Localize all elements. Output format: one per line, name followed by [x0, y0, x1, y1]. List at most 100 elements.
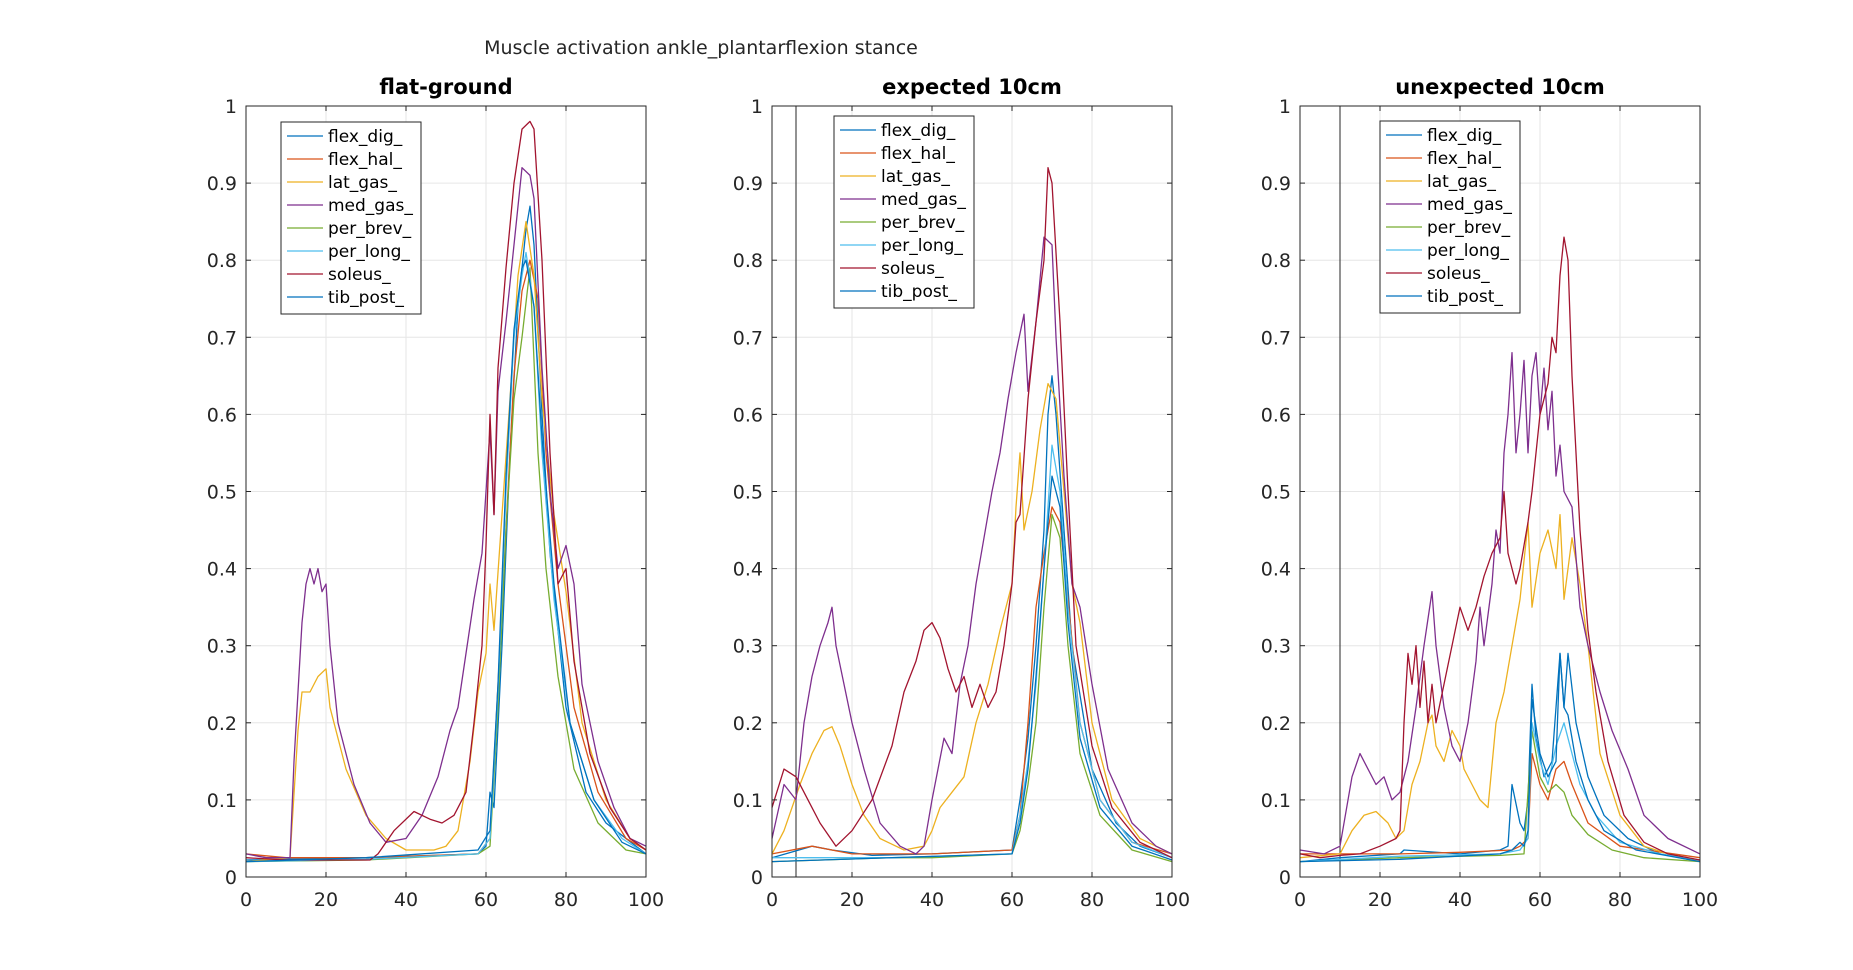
y-tick-label: 0.7 [733, 327, 763, 349]
x-tick-label: 100 [1154, 889, 1190, 911]
legend-label: per_long_ [881, 236, 963, 256]
x-tick-label: 0 [1294, 889, 1306, 911]
x-tick-label: 20 [840, 889, 864, 911]
y-tick-label: 0.6 [733, 404, 763, 426]
legend-label: tib_post_ [881, 282, 957, 302]
y-tick-label: 0.4 [1261, 559, 1291, 581]
legend-label: soleus_ [328, 265, 391, 285]
figure-title: Muscle activation ankle_plantarflexion s… [484, 37, 918, 59]
x-tick-label: 80 [1080, 889, 1104, 911]
series-line-per-brev [771, 513, 1173, 863]
legend: flex_dig_ flex_hal_ lat_gas_ med_gas_ per_br… [833, 115, 975, 309]
legend-label: per_long_ [1427, 241, 1509, 261]
legend-label: lat_gas_ [1427, 172, 1496, 192]
y-tick-label: 0.8 [733, 250, 763, 272]
series-line-soleus [245, 120, 647, 861]
legend-label: tib_post_ [328, 288, 404, 308]
legend-label: lat_gas_ [881, 167, 950, 187]
y-tick-label: 0.6 [1261, 404, 1291, 426]
series-line-tib-post [1299, 652, 1701, 863]
axes-unexpected-10cm: 0 20 40 60 80 100 0 0.1 0.2 0.3 0.4 0.5 0.6 0.7 0.8 0.9… [1261, 75, 1718, 911]
series-line-med-gas [245, 167, 647, 859]
y-tick-label: 0.8 [1261, 250, 1291, 272]
y-tick-label: 0.7 [207, 327, 237, 349]
y-tick-label: 0.1 [733, 790, 763, 812]
series-line-flex-hal [1300, 752, 1701, 859]
series-line-per-long [1299, 722, 1701, 863]
y-tick-label: 0.5 [207, 482, 237, 504]
y-tick-label: 0.9 [207, 173, 237, 195]
legend-label: med_gas_ [881, 190, 966, 210]
y-tick-label: 0.4 [207, 559, 237, 581]
y-tick-label: 0.6 [207, 404, 237, 426]
x-tick-label: 0 [766, 889, 778, 911]
axes-title: unexpected 10cm [1395, 75, 1605, 99]
x-tick-label: 100 [1682, 889, 1718, 911]
y-tick-label: 1 [1279, 96, 1291, 118]
y-tick-label: 0.3 [207, 636, 237, 658]
series-line-per-brev [1299, 729, 1701, 863]
x-tick-label: 40 [920, 889, 944, 911]
x-tick-label: 100 [628, 889, 664, 911]
y-tick-label: 0.2 [1261, 713, 1291, 735]
series-line-flex-hal [245, 259, 647, 859]
y-tick-label: 0.1 [1261, 790, 1291, 812]
axes-flat-ground: 0 20 40 60 80 100 0 0.1 0.2 0.3 0.4 0.5 0.6 0.7 0.8 0.9… [207, 75, 664, 911]
legend-label: per_long_ [328, 242, 410, 262]
legend-label: flex_dig_ [1427, 126, 1502, 146]
series-line-tib-post [771, 475, 1173, 863]
y-tick-label: 0.2 [733, 713, 763, 735]
legend-label: flex_hal_ [328, 150, 402, 170]
y-tick-label: 0.1 [207, 790, 237, 812]
y-tick-label: 0.9 [1261, 173, 1291, 195]
series-line-soleus [1299, 236, 1701, 861]
legend-box [280, 121, 422, 315]
legend-label: med_gas_ [328, 196, 413, 216]
axes-title: expected 10cm [882, 75, 1062, 99]
y-tick-label: 0 [225, 867, 237, 889]
x-tick-label: 0 [240, 889, 252, 911]
x-tick-label: 80 [554, 889, 578, 911]
y-tick-label: 0 [751, 867, 763, 889]
series-line-per-brev [245, 267, 647, 863]
legend-label: soleus_ [1427, 264, 1490, 284]
legend-label: flex_hal_ [1427, 149, 1501, 169]
x-tick-label: 60 [474, 889, 498, 911]
y-tick-label: 1 [225, 96, 237, 118]
y-tick-label: 0.4 [733, 559, 763, 581]
legend-label: flex_dig_ [328, 127, 403, 147]
y-tick-label: 0 [1279, 867, 1291, 889]
x-tick-label: 60 [1000, 889, 1024, 911]
y-tick-label: 1 [751, 96, 763, 118]
x-tick-label: 20 [314, 889, 338, 911]
legend-label: soleus_ [881, 259, 944, 279]
legend-label: per_brev_ [881, 213, 965, 233]
x-tick-label: 60 [1528, 889, 1552, 911]
legend: flex_dig_ flex_hal_ lat_gas_ med_gas_ per_br… [1379, 120, 1521, 314]
legend-label: flex_dig_ [881, 121, 956, 141]
axes-expected-10cm: 0 20 40 60 80 100 0 0.1 0.2 0.3 0.4 0.5 0.6 0.7 0.8 0.9… [733, 75, 1190, 911]
y-tick-label: 0.3 [733, 636, 763, 658]
y-tick-label: 0.5 [733, 482, 763, 504]
y-tick-label: 0.3 [1261, 636, 1291, 658]
y-tick-label: 0.5 [1261, 482, 1291, 504]
legend-label: per_brev_ [1427, 218, 1511, 238]
series-line-tib-post [245, 259, 647, 863]
series-line-med-gas [771, 236, 1173, 855]
y-tick-label: 0.8 [207, 250, 237, 272]
y-tick-label: 0.7 [1261, 327, 1291, 349]
x-tick-label: 20 [1368, 889, 1392, 911]
legend-label: med_gas_ [1427, 195, 1512, 215]
y-tick-label: 0.9 [733, 173, 763, 195]
x-tick-label: 40 [1448, 889, 1472, 911]
legend-label: flex_hal_ [881, 144, 955, 164]
legend-label: lat_gas_ [328, 173, 397, 193]
series-line-med-gas [1299, 352, 1701, 855]
series-line-soleus [771, 167, 1173, 859]
legend: flex_dig_ flex_hal_ lat_gas_ med_gas_ per_br… [280, 121, 422, 315]
legend-label: per_brev_ [328, 219, 412, 239]
legend-box [1379, 120, 1521, 314]
y-tick-label: 0.2 [207, 713, 237, 735]
x-tick-label: 80 [1608, 889, 1632, 911]
